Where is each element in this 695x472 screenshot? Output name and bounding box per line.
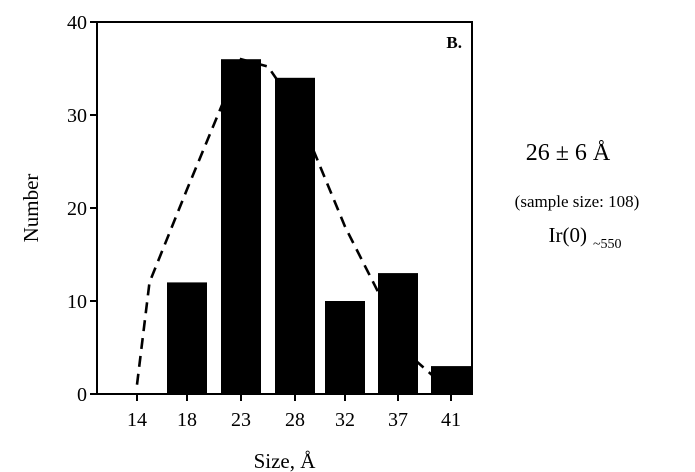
panel-label: B. [446, 33, 462, 52]
x-tick-label: 14 [127, 409, 147, 431]
x-tick-label: 41 [441, 409, 461, 431]
bar-32 [325, 301, 365, 394]
ir-subscript: ~550 [592, 237, 622, 252]
x-tick-label: 32 [335, 409, 355, 431]
bar-41 [431, 366, 471, 394]
y-tick-label: 40 [67, 12, 87, 34]
ir-main-text: Ir(0) [548, 223, 587, 247]
y-tick-label: 30 [67, 105, 87, 127]
bar-28 [275, 77, 315, 395]
bar-23 [221, 59, 261, 394]
x-tick-label: 18 [177, 409, 197, 431]
ir-annotation: Ir(0) ~550 [520, 223, 650, 253]
x-axis-label: Size, Å [254, 449, 317, 472]
bar-18 [167, 282, 207, 394]
sample-size-annotation: (sample size: 108) [514, 192, 640, 211]
x-tick-label: 23 [231, 409, 251, 431]
bars-group [167, 59, 471, 395]
y-tick-label: 10 [67, 291, 87, 313]
mean-size-annotation: 26 ± 6 Å [525, 140, 611, 166]
fit-curve [135, 57, 452, 388]
x-tick-label: 37 [388, 409, 408, 431]
y-axis-label: Number [19, 174, 43, 243]
y-tick-label: 0 [77, 384, 87, 406]
y-tick-label: 20 [67, 198, 87, 220]
axes: 0 10 20 30 40 14 18 23 28 32 37 41 [67, 12, 473, 431]
x-tick-label: 28 [285, 409, 305, 431]
